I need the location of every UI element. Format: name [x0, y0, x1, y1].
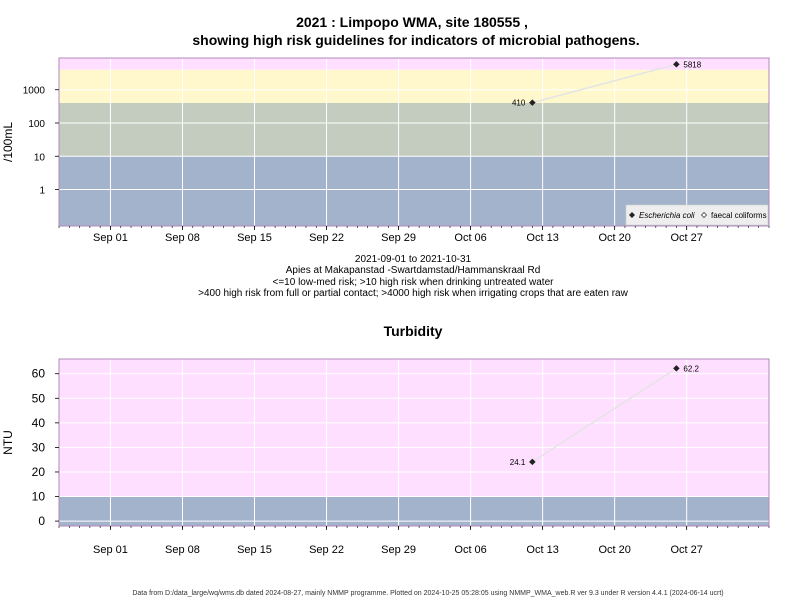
x-tick-label: Sep 29 [381, 544, 416, 556]
x-tick-label: Sep 15 [237, 544, 272, 556]
series-line [531, 367, 677, 463]
chart-title: 2021 : Limpopo WMA, site 180555 , [296, 14, 528, 30]
y-tick-label: 20 [32, 465, 46, 479]
x-tick-label: Sep 29 [381, 232, 416, 244]
y-axis-label: /100mL [1, 122, 15, 162]
turbidity-chart: Sep 01 Sep 08 Sep 15 Sep 22 Sep 29 Oct 06 Oct … [1, 358, 770, 556]
x-tick-label: Oct 20 [598, 232, 630, 244]
data-point [673, 364, 680, 372]
microbial-chart: Sep 01 Sep 08 Sep 15 Sep 22 Sep 29 Oct 06 Oct … [1, 57, 770, 244]
y-tick-label: 50 [32, 391, 46, 405]
data-label: 5818 [683, 60, 701, 69]
risk-band [59, 359, 769, 497]
legend-label: Escherichia coli [639, 211, 695, 220]
x-tick-label: Oct 06 [454, 232, 486, 244]
y-tick-label: 60 [32, 367, 46, 381]
x-tick-label: Oct 27 [670, 544, 702, 556]
series-line [532, 63, 677, 104]
y-tick-label: 0 [38, 514, 45, 528]
data-label: 24.1 [510, 458, 526, 467]
risk-band [59, 58, 769, 70]
turbidity-title: Turbidity [384, 323, 443, 339]
y-tick-label: 30 [32, 440, 46, 454]
risk-band [59, 102, 769, 157]
legend-label: faecal coliforms [711, 211, 767, 220]
data-point [528, 458, 536, 466]
site-name-note: Apies at Makapanstad -Swartdamstad/Hamma… [286, 265, 541, 276]
contact-risk-note: >400 high risk from full or partial cont… [198, 288, 628, 299]
x-tick-label: Oct 13 [526, 544, 558, 556]
x-tick-label: Sep 08 [165, 232, 200, 244]
risk-band [59, 69, 769, 103]
date-range-note: 2021-09-01 to 2021-10-31 [355, 254, 472, 265]
plot-frame [58, 358, 770, 527]
y-tick-label: 1000 [23, 86, 46, 97]
y-tick-label: 10 [32, 490, 46, 504]
chart-subtitle: showing high risk guidelines for indicat… [192, 32, 639, 48]
x-tick-label: Sep 08 [165, 544, 200, 556]
x-tick-label: Oct 13 [526, 232, 558, 244]
legend-filled-diamond-icon [629, 212, 635, 218]
y-axis-label: NTU [1, 430, 15, 455]
x-tick-label: Oct 27 [670, 232, 702, 244]
y-tick-label: 10 [34, 152, 46, 163]
x-tick-label: Sep 22 [309, 232, 344, 244]
data-point [673, 60, 680, 68]
x-tick-label: Sep 22 [309, 544, 344, 556]
data-label: 410 [512, 99, 526, 108]
plot-frame [58, 57, 770, 227]
y-tick-label: 100 [28, 119, 45, 130]
x-tick-label: Oct 06 [454, 544, 486, 556]
y-tick-label: 1 [39, 186, 45, 197]
y-tick-label: 40 [32, 416, 46, 430]
drinking-risk-note: <=10 low-med risk; >10 high risk when dr… [273, 277, 555, 288]
data-label: 62.2 [683, 364, 699, 373]
x-tick-label: Oct 20 [598, 544, 630, 556]
legend-box [625, 204, 769, 226]
x-tick-label: Sep 01 [93, 544, 128, 556]
legend-open-diamond-icon [701, 212, 707, 218]
x-tick-label: Sep 01 [93, 232, 128, 244]
footer-note: Data from D:/data_large/wq/wms.db dated … [132, 590, 723, 597]
data-point [528, 99, 536, 106]
x-tick-label: Sep 15 [237, 232, 272, 244]
